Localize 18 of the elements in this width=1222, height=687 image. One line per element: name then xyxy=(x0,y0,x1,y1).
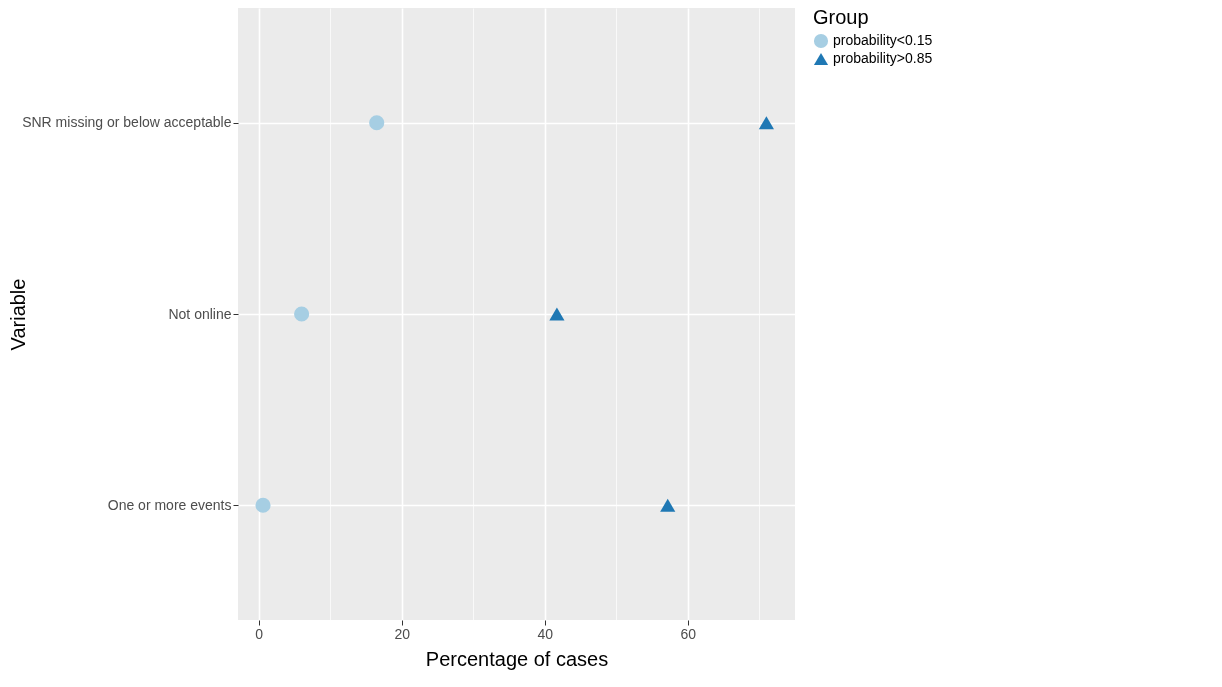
x-tick-label: 40 xyxy=(537,625,554,642)
y-tick-label: SNR missing or below acceptable xyxy=(22,114,232,131)
point xyxy=(294,306,310,322)
point xyxy=(758,116,774,130)
point xyxy=(549,307,565,321)
legend-label: probability>0.85 xyxy=(833,50,933,66)
x-tick-label: 20 xyxy=(394,625,411,642)
y-axis-title: Variable xyxy=(6,278,29,351)
x-axis-title: Percentage of cases xyxy=(425,647,609,670)
y-tick-label: One or more events xyxy=(107,496,232,513)
point xyxy=(255,497,271,513)
point xyxy=(660,498,676,512)
y-tick-label: Not online xyxy=(168,305,232,322)
legend-title: Group xyxy=(813,6,869,28)
point xyxy=(369,115,385,131)
x-tick-label: 60 xyxy=(680,625,697,642)
x-tick-label: 0 xyxy=(255,625,264,642)
legend-label: probability<0.15 xyxy=(833,32,933,48)
